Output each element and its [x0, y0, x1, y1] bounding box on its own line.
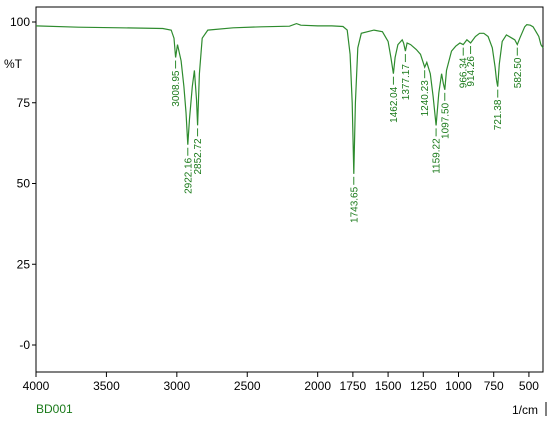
- y-tick-label: 25: [17, 257, 31, 271]
- x-tick-label: 3500: [93, 379, 120, 393]
- y-tick-label: -0: [19, 338, 30, 352]
- y-tick-label: 100: [10, 15, 30, 29]
- peak-label: 1377.17: [401, 64, 412, 101]
- peak-label: 1743.65: [349, 186, 360, 223]
- x-tick-label: 3000: [163, 379, 190, 393]
- axis-ticks: 4000 3500 3000 2500 2000 1750 1500 1250 1000 750 5…: [10, 15, 539, 393]
- y-tick-label: 75: [17, 96, 31, 110]
- peak-label: 1462.04: [389, 86, 400, 123]
- peak-label: 2922.16: [183, 157, 194, 194]
- x-tick-label: 1250: [410, 379, 437, 393]
- peak-label: 3008.95: [171, 70, 182, 107]
- peak-label: 1097.50: [440, 102, 451, 139]
- peak-label: 1159.22: [432, 138, 443, 174]
- peak-label: 1240.23: [420, 80, 431, 117]
- x-tick-label: 2500: [234, 379, 261, 393]
- spectrum-line: [35, 22, 544, 174]
- x-tick-label: 1000: [445, 379, 472, 393]
- peak-label: 966.34: [459, 57, 470, 88]
- x-tick-label: 1500: [375, 379, 402, 393]
- peak-label: 721.38: [493, 99, 504, 130]
- peak-label: 2852.72: [193, 138, 204, 175]
- sample-id-label: BD001: [36, 402, 73, 416]
- x-tick-label: 4000: [23, 379, 50, 393]
- y-axis-label: %T: [4, 57, 23, 71]
- y-tick-label: 50: [17, 177, 31, 191]
- peak-label: 914.26: [466, 56, 477, 87]
- x-tick-label: 750: [484, 379, 504, 393]
- plot-frame: [35, 6, 544, 373]
- x-tick-label: 1750: [340, 379, 367, 393]
- x-axis-unit: 1/cm: [512, 403, 538, 417]
- spectrum-series: [35, 22, 544, 174]
- peak-label: 582.50: [513, 57, 524, 88]
- x-tick-label: 2000: [304, 379, 331, 393]
- x-tick-label: 500: [519, 379, 539, 393]
